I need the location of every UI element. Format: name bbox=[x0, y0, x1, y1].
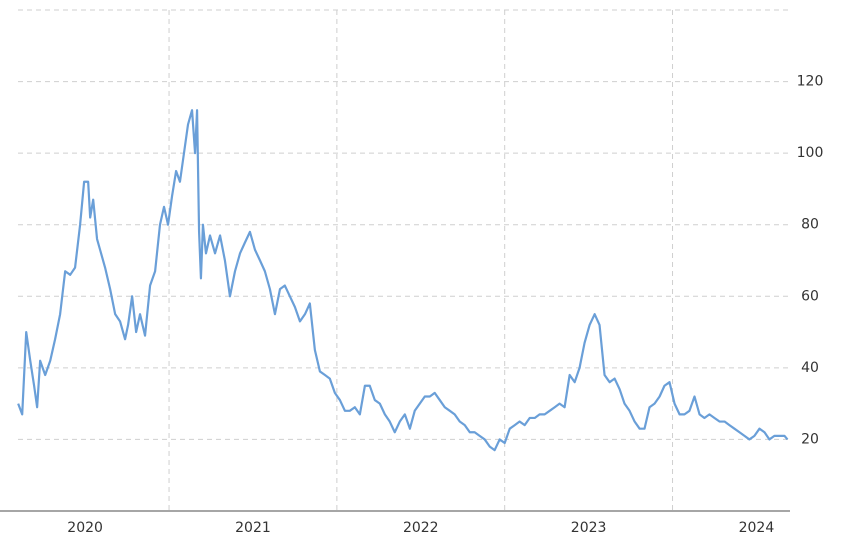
y-tick-label: 80 bbox=[801, 217, 819, 233]
x-tick-label: 2023 bbox=[571, 520, 607, 536]
y-tick-label: 40 bbox=[801, 360, 819, 376]
y-tick-label: 60 bbox=[801, 288, 819, 304]
x-tick-label: 2020 bbox=[67, 520, 103, 536]
x-tick-label: 2022 bbox=[403, 520, 439, 536]
x-tick-label: 2021 bbox=[235, 520, 271, 536]
y-tick-label: 100 bbox=[797, 145, 824, 161]
price-line bbox=[17, 109, 789, 452]
x-tick-label: 2024 bbox=[739, 520, 775, 536]
y-tick-label: 20 bbox=[801, 431, 819, 447]
y-tick-label: 120 bbox=[797, 74, 824, 90]
